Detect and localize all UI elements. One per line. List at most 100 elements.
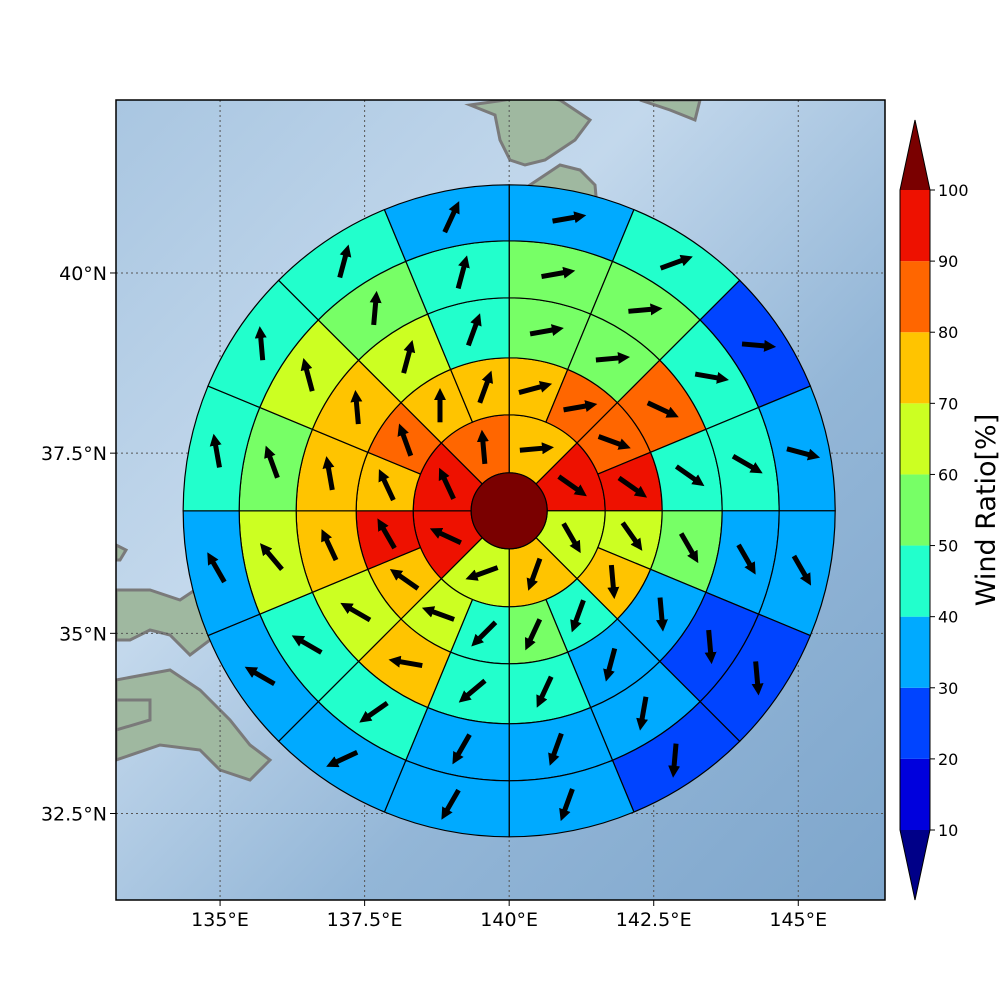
- wind-arrow: [369, 290, 382, 326]
- x-axis-ticks: 135°E 137.5°E 140°E 142.5°E 145°E: [191, 900, 827, 931]
- wind-arrow: [421, 606, 455, 622]
- wind-arrow: [557, 474, 587, 497]
- wind-arrow: [321, 529, 339, 562]
- colorbar: 10 20 30 40 50 60 70 80 90 100: [899, 119, 969, 901]
- wind-arrow: [751, 661, 764, 696]
- wind-arrow: [401, 340, 416, 374]
- wind-arrow: [326, 749, 359, 768]
- wind-arrow: [561, 522, 581, 554]
- colorbar-tick-label: 40: [938, 608, 958, 627]
- wind-arrow: [617, 475, 648, 498]
- wind-arrow: [741, 339, 777, 352]
- wind-arrow: [378, 469, 396, 502]
- wind-arrow: [518, 381, 553, 396]
- wind-arrow: [519, 442, 554, 455]
- land-west-edge: [116, 543, 129, 562]
- wind-arrow: [438, 467, 456, 500]
- wind-arrow: [442, 201, 460, 234]
- wind-arrow: [659, 254, 693, 271]
- wind-arrow: [704, 629, 717, 665]
- wind-arrow: [397, 423, 414, 457]
- wind-arrow: [452, 733, 472, 765]
- colorbar-bin: [900, 332, 930, 404]
- wind-arrow: [791, 554, 812, 586]
- wind-arrow: [541, 266, 576, 280]
- wind-arrow: [441, 788, 461, 820]
- x-tick-label: 135°E: [191, 909, 249, 931]
- colorbar-bin: [900, 616, 930, 688]
- wind-arrow: [674, 464, 705, 487]
- y-tick-label: 35°N: [59, 623, 107, 645]
- colorbar-bin: [900, 545, 930, 617]
- colorbar-tick-label: 50: [938, 537, 958, 556]
- wind-arrow: [736, 543, 756, 575]
- colorbar-tick-label: 60: [938, 465, 958, 484]
- wind-arrow: [291, 635, 323, 655]
- wind-arrow: [536, 675, 554, 708]
- wind-arrow: [563, 400, 598, 413]
- x-tick-label: 140°E: [480, 909, 538, 931]
- y-axis-ticks: 32.5°N 35°N 37.5°N 40°N: [41, 263, 116, 826]
- colorbar-tick-label: 20: [938, 750, 958, 769]
- wind-arrow: [389, 568, 420, 591]
- wind-arrow: [465, 313, 482, 347]
- wind-arrow: [388, 655, 423, 669]
- wind-arrow: [455, 255, 470, 290]
- colorbar-bin: [900, 190, 930, 262]
- wind-arrow: [207, 552, 227, 584]
- sector-rings: [182, 184, 836, 838]
- colorbar-tick-label: 90: [938, 252, 958, 271]
- wind-arrow: [259, 543, 284, 572]
- center-cell: [470, 472, 548, 550]
- wind-arrow: [458, 678, 487, 703]
- colorbar-bin: [900, 261, 930, 333]
- colorbar-bin: [900, 687, 930, 759]
- colorbar-extend-min: [900, 830, 930, 900]
- wind-arrow: [477, 370, 494, 404]
- wind-arrow: [340, 602, 372, 623]
- colorbar-tick-label: 80: [938, 323, 958, 342]
- map-frame: [115, 99, 886, 901]
- wind-arrow: [350, 389, 363, 425]
- land-hokkaido: [464, 100, 593, 167]
- wind-arrow: [559, 788, 575, 822]
- land-shikoku: [116, 698, 152, 732]
- colorbar-bin: [900, 403, 930, 475]
- wind-arrow: [548, 732, 564, 766]
- wind-arrow: [264, 445, 280, 479]
- wind-arrow: [359, 700, 389, 723]
- wind-arrow: [646, 400, 679, 418]
- x-tick-label: 145°E: [769, 909, 827, 931]
- x-tick-label: 142.5°E: [616, 909, 692, 931]
- wind-arrow: [337, 244, 352, 279]
- wind-arrow: [678, 532, 699, 564]
- wind-arrow: [668, 743, 681, 778]
- wind-arrow: [694, 371, 729, 384]
- wind-arrow: [244, 666, 276, 687]
- wind-arrow: [595, 352, 631, 364]
- wind-arrow: [607, 564, 620, 600]
- wind-arrow: [597, 434, 631, 450]
- wind-arrow: [465, 565, 499, 581]
- wind-arrow: [476, 429, 489, 465]
- y-tick-label: 37.5°N: [41, 443, 107, 465]
- wind-arrow: [209, 433, 222, 468]
- land-hokkaido-east: [639, 100, 702, 123]
- wind-arrow: [254, 326, 267, 361]
- wind-arrow: [300, 358, 315, 392]
- wind-arrow: [429, 527, 462, 546]
- wind-arrow: [628, 303, 663, 316]
- wind-arrow: [377, 518, 397, 550]
- colorbar-tick-label: 70: [938, 394, 958, 413]
- colorbar-bin: [900, 474, 930, 546]
- wind-arrows: [207, 201, 821, 822]
- y-tick-label: 32.5°N: [41, 804, 107, 826]
- colorbar-tick-label: 10: [938, 821, 958, 840]
- colorbar-extend-max: [900, 120, 930, 190]
- wind-arrow: [322, 456, 335, 491]
- y-tick-label: 40°N: [59, 263, 107, 285]
- wind-arrow: [786, 446, 821, 461]
- wind-arrow: [526, 557, 543, 591]
- x-tick-label: 137.5°E: [327, 909, 403, 931]
